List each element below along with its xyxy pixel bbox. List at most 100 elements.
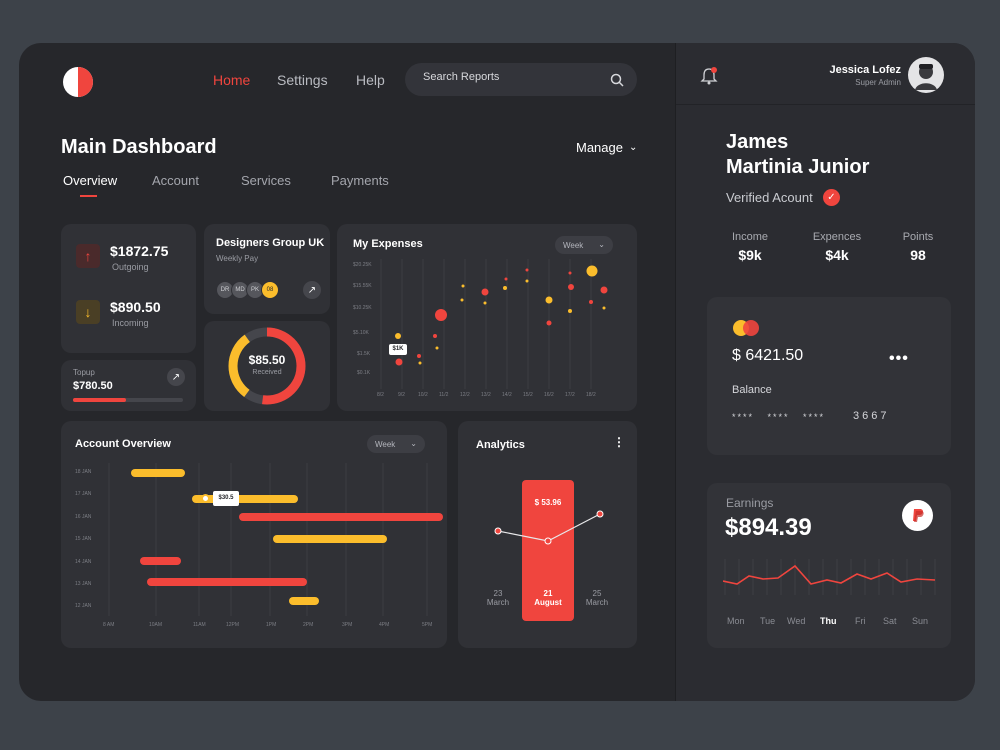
gantt-bar [273, 535, 387, 543]
analytics-title: Analytics [476, 439, 525, 451]
stat-value: 98 [910, 247, 926, 263]
tab-overview[interactable]: Overview [63, 173, 118, 188]
expenses-x-tick: 9/2 [398, 392, 405, 398]
expense-point [435, 346, 439, 350]
incoming-label: Incoming [112, 318, 149, 328]
earnings-day-active[interactable]: Thu [820, 616, 837, 626]
expenses-y-tick: $5.10K [353, 330, 369, 336]
search-icon[interactable] [610, 73, 624, 87]
stat-value: $4k [825, 247, 849, 263]
tab-account[interactable]: Account [152, 173, 199, 188]
account-period-label: Week [375, 439, 396, 449]
more-horizontal-icon[interactable]: ••• [889, 350, 909, 367]
analytics-highlight[interactable] [522, 480, 574, 621]
earnings-day[interactable]: Fri [855, 616, 866, 626]
analytics-point [544, 537, 552, 545]
tab-services[interactable]: Services [241, 173, 291, 188]
earnings-line [723, 564, 936, 585]
expenses-y-tick: $15.55K [353, 283, 372, 289]
avatar[interactable] [907, 56, 945, 94]
expense-point [483, 301, 487, 305]
analytics-card: Analytics ⋮ $ 53.96 23 March 21 August 2… [458, 421, 637, 648]
gantt-y-tick: 14 JAN [75, 559, 92, 565]
bell-icon[interactable] [700, 66, 718, 86]
gantt-y-tick: 16 JAN [75, 514, 92, 520]
gantt-x-tick: 1PM [266, 622, 277, 628]
gantt-x-tick: 12PM [226, 622, 240, 628]
analytics-value: $ 53.96 [534, 498, 562, 507]
designers-arrow-icon[interactable]: ↗ [303, 281, 321, 299]
earnings-day[interactable]: Sat [883, 616, 897, 626]
stat-value: $9k [738, 247, 762, 263]
logo-icon [63, 67, 93, 97]
analytics-day: 25 [592, 589, 602, 598]
card-masked-number: **** **** **** [732, 412, 826, 422]
expenses-x-tick: 17/2 [565, 392, 575, 398]
expenses-x-tick: 18/2 [586, 392, 596, 398]
expense-point [546, 320, 552, 326]
earnings-card: Earnings $894.39 [707, 483, 951, 648]
expenses-title: My Expenses [353, 238, 423, 250]
stat-label: Income [731, 231, 769, 243]
designers-card: Designers Group UK Weekly Pay DR MD PK 0… [204, 224, 330, 314]
earnings-chart [723, 559, 936, 595]
paypal-icon[interactable] [902, 500, 933, 531]
analytics-month: March [585, 598, 609, 607]
expenses-tooltip-box [389, 344, 407, 355]
earnings-label: Earnings [726, 496, 774, 510]
earnings-day[interactable]: Tue [760, 616, 776, 626]
manage-dropdown[interactable]: Manage ⌄ [576, 140, 637, 155]
expense-point [460, 298, 464, 302]
nav-home[interactable]: Home [213, 72, 251, 88]
expense-point [417, 354, 421, 358]
search-input[interactable] [423, 71, 603, 83]
expenses-x-tick: 12/2 [460, 392, 470, 398]
earnings-day[interactable]: Sun [912, 616, 929, 626]
gantt-bar [147, 578, 307, 586]
expense-point [525, 279, 529, 283]
balance-card: ↑ $1872.75 Outgoing ↓ $890.50 Incoming [61, 224, 196, 353]
designers-title: Designers Group UK [216, 237, 325, 249]
earnings-day[interactable]: Mon [727, 616, 745, 626]
gantt-handle[interactable] [201, 494, 210, 503]
account-period-dropdown[interactable]: Week ⌄ [367, 435, 425, 453]
nav-help[interactable]: Help [356, 72, 385, 88]
profile-panel: Jessica Lofez Super Admin James Martinia… [675, 43, 975, 701]
expense-point [586, 265, 598, 277]
card-amount: $ 6421.50 [732, 347, 804, 364]
tab-payments[interactable]: Payments [331, 173, 389, 188]
gantt-bar [289, 597, 319, 605]
topup-arrow-icon[interactable]: ↗ [167, 368, 185, 386]
donut-segment-yellow [228, 327, 306, 405]
more-vertical-icon[interactable]: ⋮ [613, 435, 625, 449]
avatar-count: 08 [261, 281, 279, 299]
manage-label: Manage [576, 140, 623, 155]
nav-settings[interactable]: Settings [277, 72, 328, 88]
donut-segment-red [228, 327, 306, 405]
designers-subtitle: Weekly Pay [216, 254, 259, 263]
expense-point [481, 288, 489, 296]
received-card: $85.50 Received [204, 321, 330, 411]
earnings-amount: $894.39 [725, 514, 812, 541]
topup-label: Topup [73, 368, 95, 377]
outgoing-label: Outgoing [112, 262, 149, 272]
topup-progress-fill [73, 398, 126, 402]
topup-card: Topup $780.50 ↗ [61, 360, 196, 411]
expenses-tooltip: $1K [392, 346, 404, 352]
analytics-point [494, 527, 502, 535]
gantt-y-tick: 17 JAN [75, 491, 92, 497]
outgoing-amount: $1872.75 [110, 243, 169, 259]
mastercard-icon [733, 320, 759, 336]
gantt-x-tick: 11AM [193, 622, 206, 628]
analytics-line [494, 510, 604, 545]
expenses-x-tick: 14/2 [502, 392, 512, 398]
expenses-y-tick: $0.1K [357, 370, 371, 376]
account-overview-title: Account Overview [75, 438, 171, 450]
incoming-amount: $890.50 [110, 299, 161, 315]
earnings-day[interactable]: Wed [787, 616, 806, 626]
page-title: Main Dashboard [61, 136, 217, 158]
search-bar[interactable] [405, 63, 637, 96]
expenses-period-dropdown[interactable]: Week ⌄ [555, 236, 613, 254]
balance-bank-card[interactable]: $ 6421.50 ••• Balance **** **** **** 366… [707, 297, 951, 455]
received-amount: $85.50 [248, 353, 286, 367]
